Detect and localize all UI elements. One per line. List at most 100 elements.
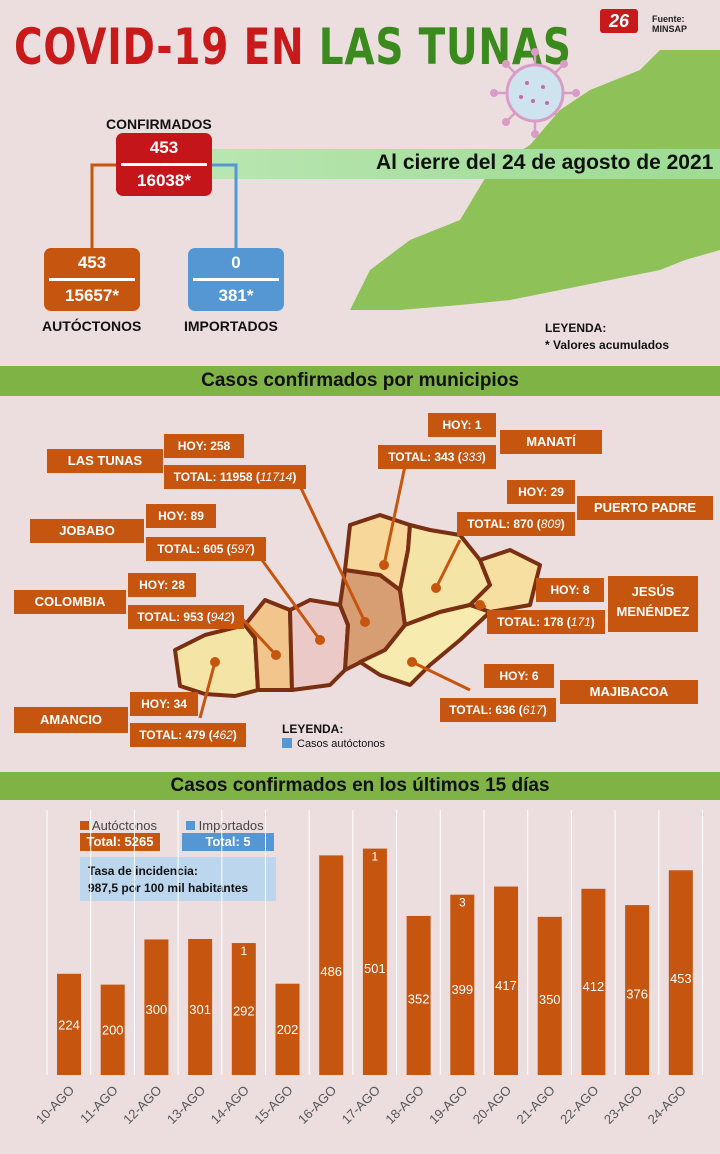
chart-legend-imp: Importados — [186, 818, 264, 833]
bar-value-label: 501 — [364, 961, 386, 976]
title-part-1: COVID-19 EN — [14, 18, 305, 76]
importados-label: IMPORTADOS — [184, 318, 278, 334]
bar-value-label: 417 — [495, 978, 517, 993]
legend-autoctonos-label: Autóctonos — [91, 818, 157, 833]
x-tick-label: 14-AGO — [208, 1083, 252, 1127]
x-tick-label: 16-AGO — [295, 1083, 339, 1127]
municipio-majibacoa-name: MAJIBACOA — [560, 680, 698, 704]
bar-chart: 224 10-AGO 200 11-AGO 300 12-AGO 301 13-AGO 292 1… — [33, 810, 703, 1127]
municipio-las-tunas-name: LAS TUNAS — [47, 449, 163, 473]
bar-24-ago — [668, 870, 693, 1075]
bar-13-ago — [188, 938, 213, 1075]
municipio-jobabo-total: TOTAL: 605 (597) — [146, 537, 266, 561]
date-text: Al cierre del 24 de agosto de 2021 — [376, 151, 714, 174]
importados-value-label: 1 — [372, 850, 379, 864]
municipio-jesus-menendez-name: JESÚS MENÉNDEZ — [608, 576, 698, 632]
bar-value-label: 486 — [320, 964, 342, 979]
municipio-jesus-menendez-name-1: JESÚS — [631, 584, 675, 599]
legend-swatch-importados — [186, 821, 195, 830]
bar-value-label: 352 — [408, 991, 430, 1006]
legend-swatch-autoctonos — [80, 821, 89, 830]
municipios-legend-title: LEYENDA: — [282, 722, 344, 736]
confirmed-today: 453 — [149, 138, 179, 157]
municipio-jobabo-name: JOBABO — [30, 519, 144, 543]
bar-11-ago — [100, 984, 125, 1075]
bar-value-label: 453 — [670, 971, 692, 986]
incidence-line-2: 987,5 por 100 mil habitantes — [88, 881, 249, 895]
summary-legend: LEYENDA: * Valores acumulados — [545, 320, 669, 354]
bar-12-ago — [144, 939, 169, 1075]
importados-today: 0 — [231, 253, 241, 272]
bar-16-ago — [319, 855, 344, 1075]
confirmed-box: 453 16038* — [116, 133, 212, 196]
legend-importados-label: Importados — [198, 818, 264, 833]
municipio-puerto-padre-total: TOTAL: 870 (809) — [457, 512, 575, 536]
municipio-las-tunas-total: TOTAL: 11958 (11714) — [164, 465, 306, 489]
bar-21-ago — [537, 916, 562, 1075]
autoctonos-total: 15657* — [65, 286, 119, 305]
municipio-jesus-menendez-name-2: MENÉNDEZ — [616, 604, 690, 619]
date-bar — [212, 149, 720, 179]
autoctonos-box: 453 15657* — [44, 248, 140, 311]
importados-value-label: 3 — [459, 896, 466, 910]
bar-value-label: 412 — [583, 979, 605, 994]
bar-value-label: 224 — [58, 1017, 80, 1032]
x-tick-label: 11-AGO — [77, 1083, 121, 1127]
municipio-jesus-menendez-hoy: HOY: 8 — [536, 578, 604, 602]
x-tick-label: 24-AGO — [645, 1083, 689, 1127]
municipio-jesus-menendez-total: TOTAL: 178 (171) — [487, 610, 605, 634]
municipio-amancio-name: AMANCIO — [14, 707, 128, 733]
municipios-legend: LEYENDA: Casos autóctonos — [282, 722, 385, 750]
bar-10-ago — [57, 973, 81, 1075]
summary-connectors — [90, 163, 238, 250]
municipio-jobabo-hoy: HOY: 89 — [146, 504, 216, 528]
x-tick-label: 15-AGO — [251, 1083, 295, 1127]
municipio-puerto-padre-name: PUERTO PADRE — [577, 496, 713, 520]
bar-17-ago — [362, 848, 387, 1075]
municipio-colombia-total: TOTAL: 953 (942) — [128, 605, 244, 629]
summary-legend-text: * Valores acumulados — [545, 338, 670, 352]
x-tick-label: 18-AGO — [382, 1083, 426, 1127]
bar-14-ago — [231, 943, 256, 1075]
municipio-manati-total: TOTAL: 343 (333) — [378, 445, 496, 469]
incidence-line-1: Tasa de incidencia: — [88, 864, 198, 878]
cuba-map-shape — [350, 50, 720, 310]
bar-value-label: 301 — [189, 1002, 211, 1017]
municipios-map — [173, 465, 542, 719]
importados-total: 381* — [218, 286, 254, 305]
bar-18-ago — [406, 915, 431, 1075]
source-text: Fuente: MINSAP — [652, 14, 688, 34]
virus-icon — [490, 48, 580, 138]
confirmed-total: 16038* — [137, 171, 191, 190]
page-title: COVID-19 EN LAS TUNAS — [14, 18, 572, 76]
x-tick-label: 19-AGO — [426, 1083, 470, 1127]
municipio-manati-name: MANATÍ — [500, 430, 602, 454]
summary-legend-title: LEYENDA: — [545, 321, 607, 335]
bar-value-label: 399 — [451, 982, 473, 997]
x-tick-label: 13-AGO — [164, 1083, 208, 1127]
x-tick-label: 12-AGO — [120, 1083, 164, 1127]
autoctonos-today: 453 — [77, 253, 107, 272]
bar-value-label: 292 — [233, 1004, 255, 1019]
bar-value-label: 376 — [626, 987, 648, 1002]
total-autoctonos-badge: Total: 5265 — [80, 833, 160, 851]
municipio-las-tunas-hoy: HOY: 258 — [164, 434, 244, 458]
municipio-colombia-name: COLOMBIA — [14, 590, 126, 614]
x-tick-label: 20-AGO — [470, 1083, 514, 1127]
bar-value-label: 300 — [146, 1002, 168, 1017]
x-tick-label: 23-AGO — [601, 1083, 645, 1127]
confirmed-label: CONFIRMADOS — [106, 116, 212, 132]
municipio-majibacoa-total: TOTAL: 636 (617) — [440, 698, 556, 722]
autoctonos-label: AUTÓCTONOS — [42, 318, 142, 334]
bar-value-label: 350 — [539, 992, 561, 1007]
bar-15-ago — [275, 983, 300, 1075]
municipio-manati-hoy: HOY: 1 — [428, 413, 496, 437]
legend-swatch-blue — [282, 738, 292, 748]
bar-value-label: 200 — [102, 1022, 124, 1037]
x-tick-label: 17-AGO — [339, 1083, 383, 1127]
municipios-legend-text: Casos autóctonos — [297, 738, 386, 750]
x-tick-label: 22-AGO — [557, 1083, 601, 1127]
x-tick-label: 10-AGO — [33, 1083, 77, 1127]
bar-20-ago — [494, 886, 518, 1075]
municipio-puerto-padre-hoy: HOY: 29 — [507, 480, 575, 504]
